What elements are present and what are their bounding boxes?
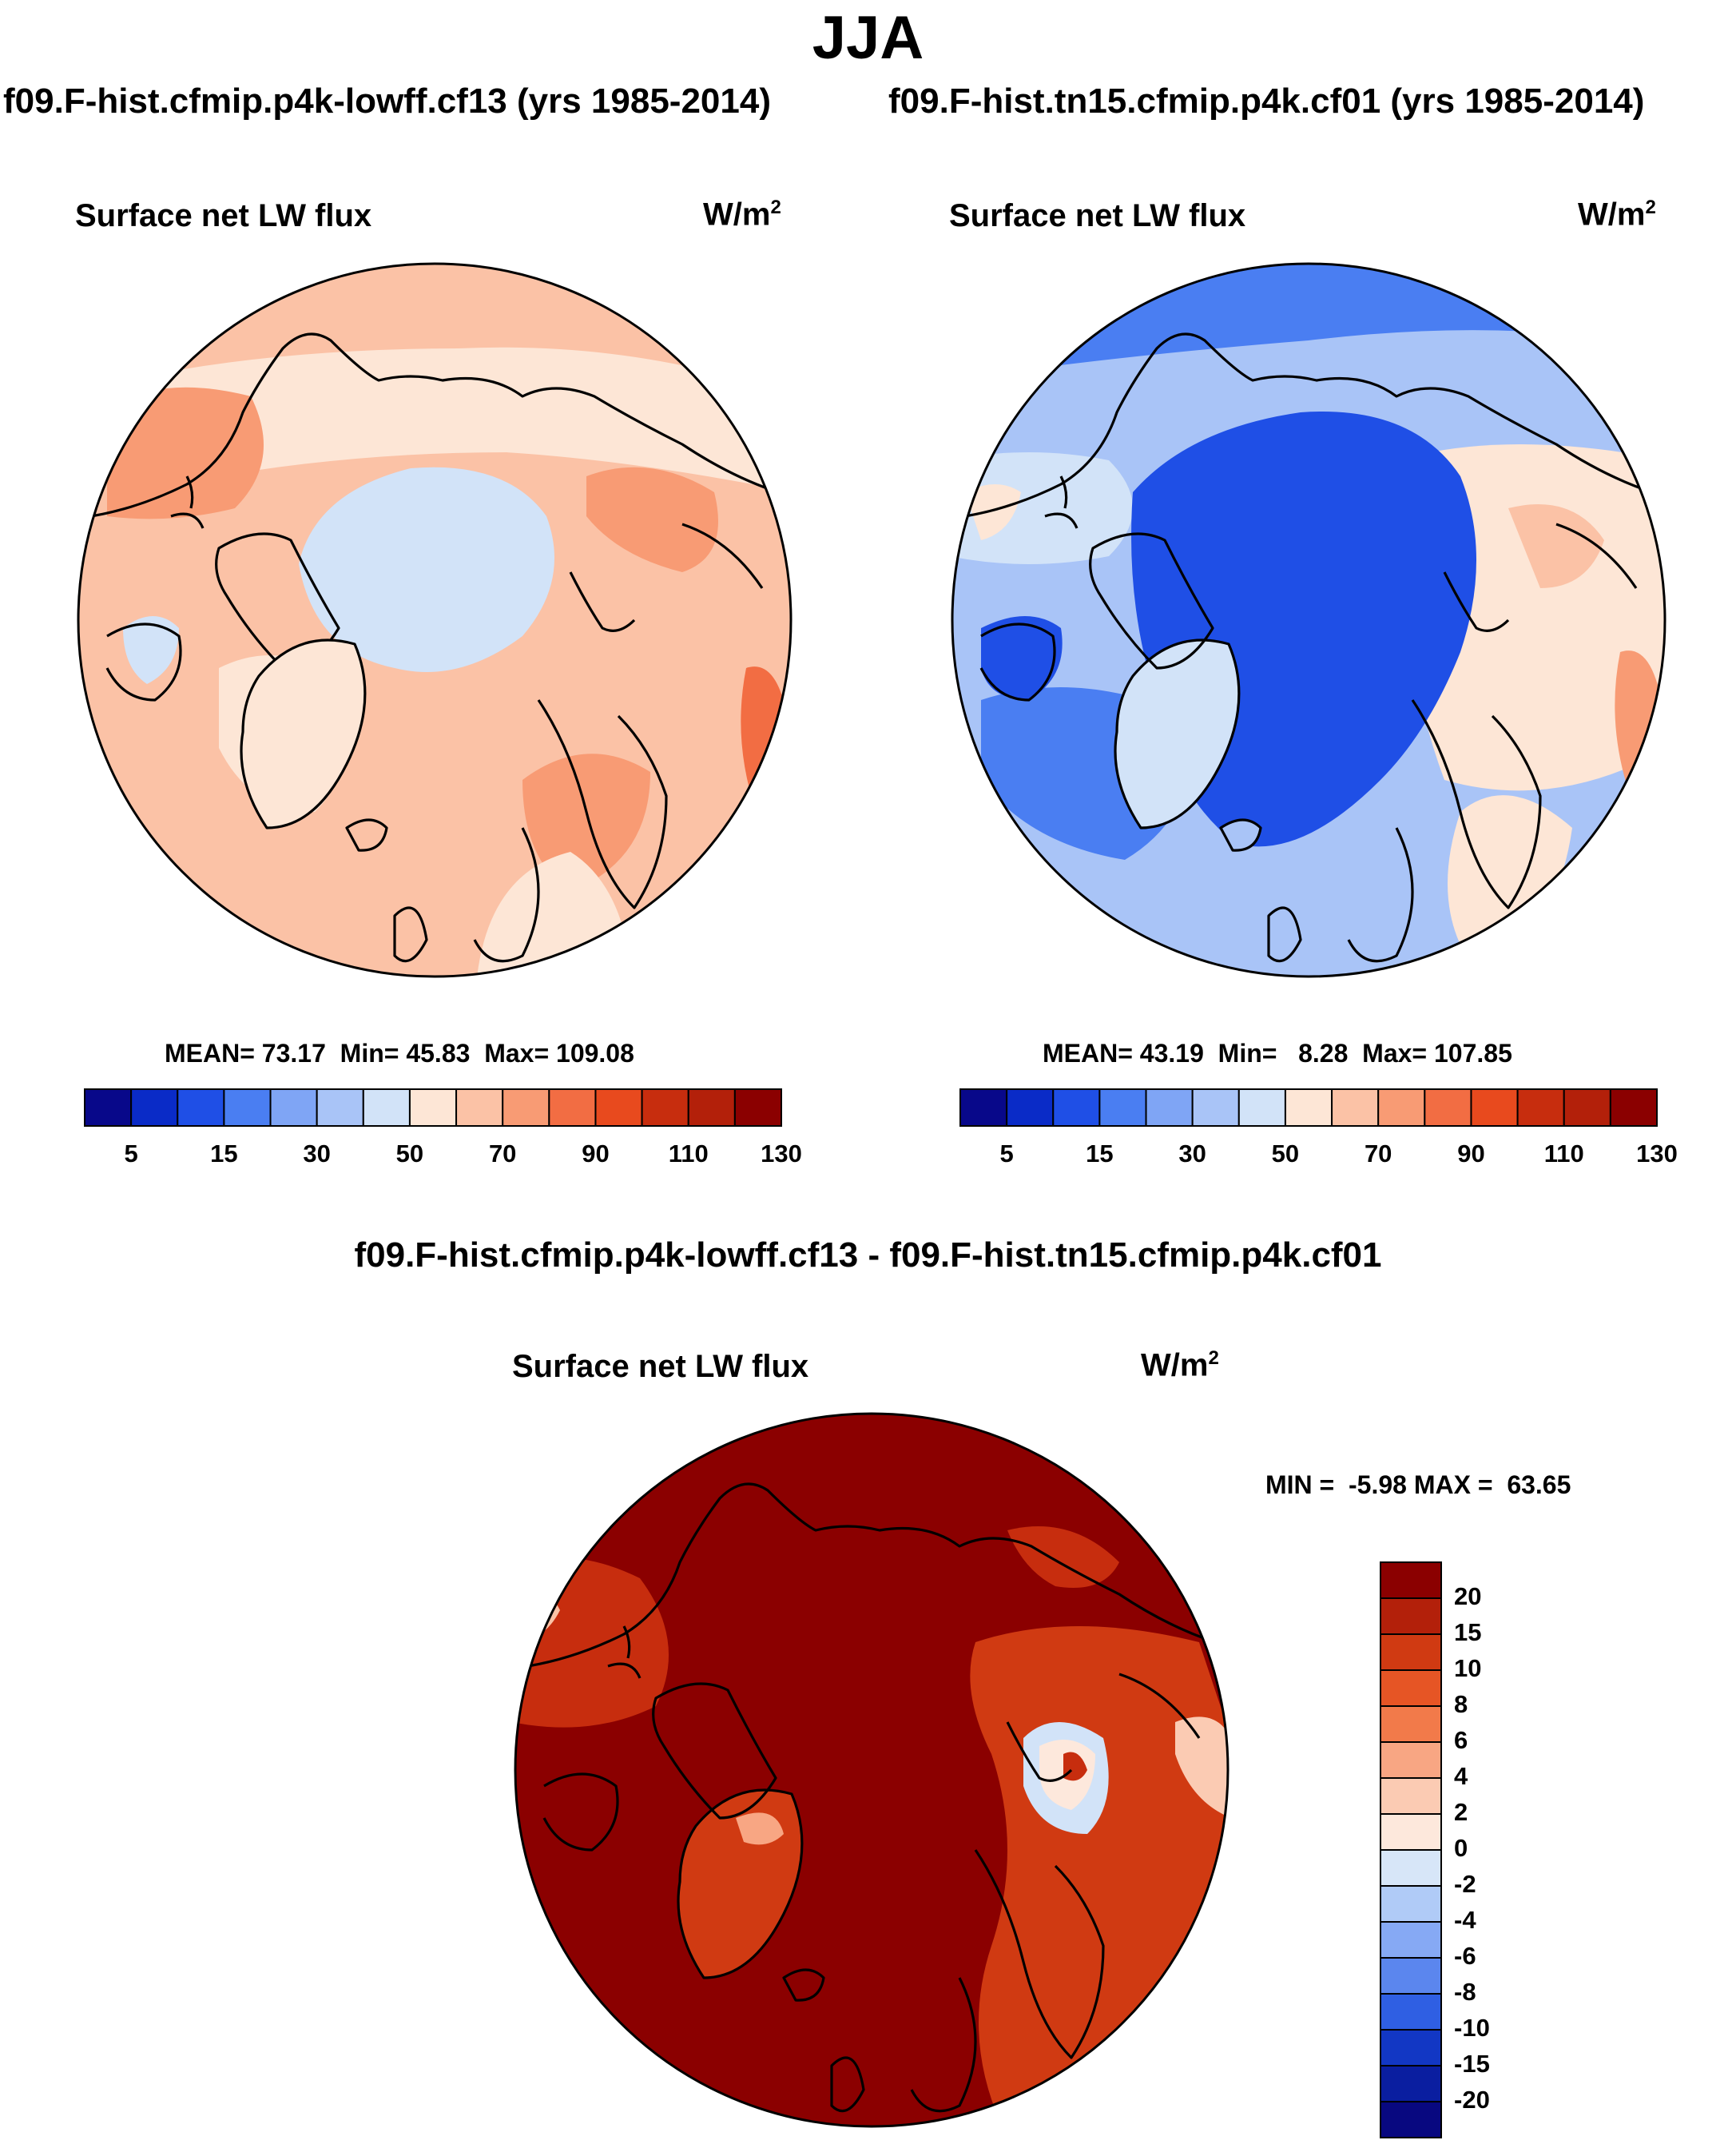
colorbar-swatch <box>1380 1885 1442 1923</box>
colorbar-swatch <box>1380 1597 1442 1635</box>
panel-b-units: W/m2 <box>1578 197 1656 233</box>
colorbar-b <box>959 1088 1658 1127</box>
colorbar-swatch <box>1609 1088 1658 1127</box>
colorbar-swatch <box>1380 1705 1442 1743</box>
colorbar-tick-label: 130 <box>1636 1140 1678 1167</box>
colorbar-tick-label: 8 <box>1454 1690 1468 1718</box>
colorbar-swatch <box>1380 1633 1442 1671</box>
panel-a-variable: Surface net LW flux <box>75 198 372 233</box>
colorbar-tick-label: 15 <box>210 1140 238 1167</box>
colorbar-swatch <box>594 1088 643 1127</box>
colorbar-tick-label: 6 <box>1454 1726 1468 1754</box>
colorbar-swatch <box>1191 1088 1240 1127</box>
case-b-title: f09.F-hist.tn15.cfmip.p4k.cf01 (yrs 1985… <box>888 82 1645 121</box>
colorbar-swatch <box>1377 1088 1426 1127</box>
colorbar-swatch <box>408 1088 458 1127</box>
colorbar-tick-label: -10 <box>1454 2014 1490 2042</box>
diff-title: f09.F-hist.cfmip.p4k-lowff.cf13 - f09.F-… <box>354 1235 1382 1275</box>
colorbar-swatch <box>130 1088 179 1127</box>
colorbar-tick-label: -20 <box>1454 2086 1490 2114</box>
case-a-title: f09.F-hist.cfmip.p4k-lowff.cf13 (yrs 198… <box>3 82 771 121</box>
colorbar-tick-label: 10 <box>1454 1654 1482 1682</box>
colorbar-tick-label: 2 <box>1454 1798 1468 1826</box>
colorbar-swatch <box>1380 1921 1442 1959</box>
colorbar-swatch <box>269 1088 318 1127</box>
colorbar-swatch <box>84 1088 133 1127</box>
panel-a-stats: MEAN= 73.17 Min= 45.83 Max= 109.08 <box>165 1039 634 1068</box>
map-panel-diff <box>514 1412 1230 2128</box>
colorbar-swatch <box>1380 2029 1442 2066</box>
colorbar-a <box>84 1088 782 1127</box>
panel-diff-stats: MIN = -5.98 MAX = 63.65 <box>1265 1470 1571 1499</box>
colorbar-tick-label: 15 <box>1086 1140 1114 1167</box>
colorbar-swatch <box>1380 2065 1442 2102</box>
panel-diff-variable: Surface net LW flux <box>512 1349 809 1384</box>
colorbar-tick-label: 5 <box>124 1140 138 1167</box>
colorbar-tick-label: 90 <box>1457 1140 1485 1167</box>
colorbar-swatch <box>1563 1088 1611 1127</box>
panel-a-units: W/m2 <box>703 197 781 233</box>
colorbar-swatch <box>1424 1088 1472 1127</box>
colorbar-swatch <box>548 1088 597 1127</box>
colorbar-swatch <box>687 1088 736 1127</box>
colorbar-swatch <box>316 1088 364 1127</box>
colorbar-tick-label: 130 <box>761 1140 802 1167</box>
colorbar-swatch <box>502 1088 550 1127</box>
colorbar-swatch <box>1331 1088 1380 1127</box>
colorbar-swatch <box>1380 1813 1442 1851</box>
colorbar-tick-label: 30 <box>1178 1140 1206 1167</box>
colorbar-tick-label: 30 <box>303 1140 331 1167</box>
colorbar-tick-label: 110 <box>1543 1140 1584 1167</box>
colorbar-swatch <box>223 1088 272 1127</box>
colorbar-tick-label: -2 <box>1454 1870 1476 1898</box>
panel-diff-units: W/m2 <box>1141 1347 1219 1383</box>
colorbar-swatch <box>733 1088 782 1127</box>
colorbar-swatch <box>1516 1088 1565 1127</box>
colorbar-swatch <box>1380 2101 1442 2138</box>
colorbar-tick-label: 4 <box>1454 1762 1468 1790</box>
map-panel-a <box>77 262 793 978</box>
colorbar-swatch <box>455 1088 504 1127</box>
map-panel-b <box>951 262 1666 978</box>
colorbar-swatch <box>1380 1741 1442 1779</box>
colorbar-tick-label: -4 <box>1454 1906 1476 1934</box>
colorbar-tick-label: -15 <box>1454 2050 1490 2078</box>
colorbar-swatch <box>177 1088 225 1127</box>
colorbar-swatch <box>1284 1088 1333 1127</box>
colorbar-swatch <box>1380 1993 1442 2031</box>
colorbar-tick-label: 0 <box>1454 1834 1468 1862</box>
colorbar-tick-label: 70 <box>488 1140 517 1167</box>
panel-b-stats: MEAN= 43.19 Min= 8.28 Max= 107.85 <box>1043 1039 1512 1068</box>
colorbar-tick-label: 15 <box>1454 1618 1482 1646</box>
colorbar-swatch <box>1098 1088 1147 1127</box>
colorbar-swatch <box>641 1088 689 1127</box>
colorbar-swatch <box>1145 1088 1194 1127</box>
colorbar-diff <box>1380 1561 1442 2138</box>
colorbar-swatch <box>1237 1088 1286 1127</box>
colorbar-swatch <box>1006 1088 1055 1127</box>
colorbar-swatch <box>1052 1088 1101 1127</box>
colorbar-swatch <box>1380 1669 1442 1707</box>
colorbar-swatch <box>1380 1957 1442 1995</box>
colorbar-tick-label: 50 <box>395 1140 424 1167</box>
colorbar-tick-label: -6 <box>1454 1942 1476 1970</box>
colorbar-tick-label: 50 <box>1271 1140 1300 1167</box>
colorbar-swatch <box>1380 1561 1442 1599</box>
colorbar-swatch <box>959 1088 1008 1127</box>
colorbar-swatch <box>1380 1777 1442 1815</box>
season-title: JJA <box>812 4 924 72</box>
colorbar-tick-label: -8 <box>1454 1978 1476 2006</box>
colorbar-tick-label: 90 <box>582 1140 610 1167</box>
colorbar-tick-label: 70 <box>1364 1140 1392 1167</box>
colorbar-swatch <box>1470 1088 1519 1127</box>
panel-b-variable: Surface net LW flux <box>949 198 1246 233</box>
colorbar-tick-label: 20 <box>1454 1582 1482 1610</box>
colorbar-swatch <box>1380 1849 1442 1887</box>
colorbar-tick-label: 110 <box>668 1140 709 1167</box>
colorbar-swatch <box>362 1088 411 1127</box>
colorbar-tick-label: 5 <box>999 1140 1014 1167</box>
